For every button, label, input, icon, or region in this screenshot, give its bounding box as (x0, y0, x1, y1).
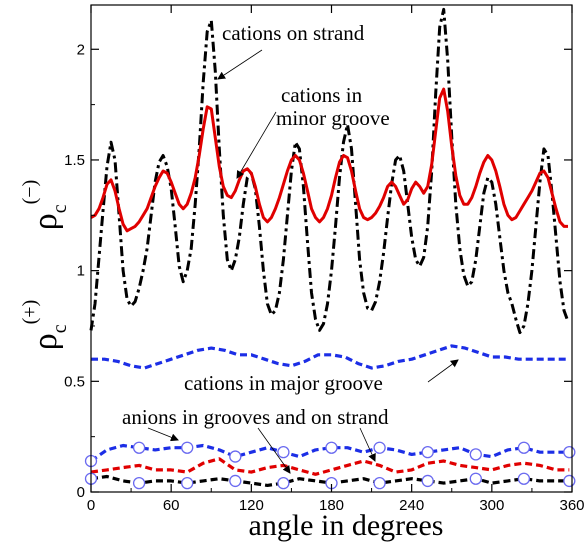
y-tick-label: 0.5 (64, 373, 85, 390)
x-tick-label: 0 (87, 497, 95, 514)
series-5-point (132, 476, 146, 490)
series-3-point (563, 446, 576, 459)
svg-text:ρc(+): ρc (+) (19, 300, 71, 350)
series-5-point (469, 472, 482, 485)
arrow-cations-on-strand (217, 49, 263, 80)
arrow-anions-2 (257, 427, 291, 474)
axis-layer: 0 60 120 180 240 300 360 0 0.5 1 1.5 2 (64, 4, 585, 514)
arrow-anions-3 (359, 427, 376, 462)
series-3-point (229, 450, 242, 463)
annotation-cations-on-strand: cations on strand (222, 21, 365, 45)
series-line-2 (91, 344, 570, 370)
ylabel-bottom-sub: c (49, 324, 71, 333)
annotation-cations-in-major-groove: cations in major groove (184, 371, 383, 395)
series-3-point (325, 441, 338, 454)
y-tick-label: 1.5 (64, 152, 85, 169)
x-tick-label: 60 (163, 497, 180, 514)
annotation-anions: anions in grooves and on strand (122, 405, 389, 429)
series-5-point (421, 474, 434, 488)
series-line-0 (89, 7, 570, 335)
y-tick-label: 2 (77, 41, 85, 58)
series-5-point (229, 474, 242, 488)
series-5-point (517, 472, 531, 485)
x-tick-label: 300 (479, 497, 504, 514)
series-5-point (277, 476, 290, 490)
x-tick-label: 240 (399, 497, 424, 514)
ylabel-top-sup: (−) (19, 180, 41, 205)
y-axis-title-bottom: ρc (+) (19, 300, 71, 350)
x-tick-label: 180 (319, 497, 344, 514)
series-3-point (373, 441, 386, 454)
ylabel-top-base: ρ (27, 213, 64, 230)
arrow-cations-in-major-groove (427, 359, 459, 383)
annotation-minor-groove: minor groove (276, 106, 390, 130)
series-3-point (181, 441, 194, 454)
ylabel-top-sub: c (49, 204, 71, 213)
series-5-point (181, 476, 194, 490)
x-tick-label: 120 (239, 497, 264, 514)
series-3-point (421, 446, 434, 459)
arrow-anions-1 (147, 427, 179, 442)
series-3-point (132, 441, 146, 454)
svg-text:ρc(−): ρc (−) (19, 180, 71, 230)
y-tick-label: 1 (77, 263, 85, 280)
series-3-point (277, 446, 290, 459)
series-3-point (517, 441, 531, 454)
y-axis-title-top: ρc (−) (19, 180, 71, 230)
x-axis-title: angle in degrees (249, 509, 444, 542)
y-tick-label: 0 (77, 484, 85, 501)
series-3-point (469, 448, 482, 461)
series-line-4 (90, 457, 570, 476)
ylabel-bottom-sup: (+) (19, 300, 41, 325)
series-line-1 (90, 87, 568, 233)
series-5-point (373, 476, 386, 490)
x-tick-label: 360 (559, 497, 584, 514)
arrow-cations-in-minor-groove (236, 111, 277, 179)
ylabel-bottom-base: ρ (27, 333, 64, 350)
series-5-point (563, 474, 576, 488)
annotation-cations-in: cations in (281, 83, 363, 107)
series-layer (84, 7, 576, 490)
